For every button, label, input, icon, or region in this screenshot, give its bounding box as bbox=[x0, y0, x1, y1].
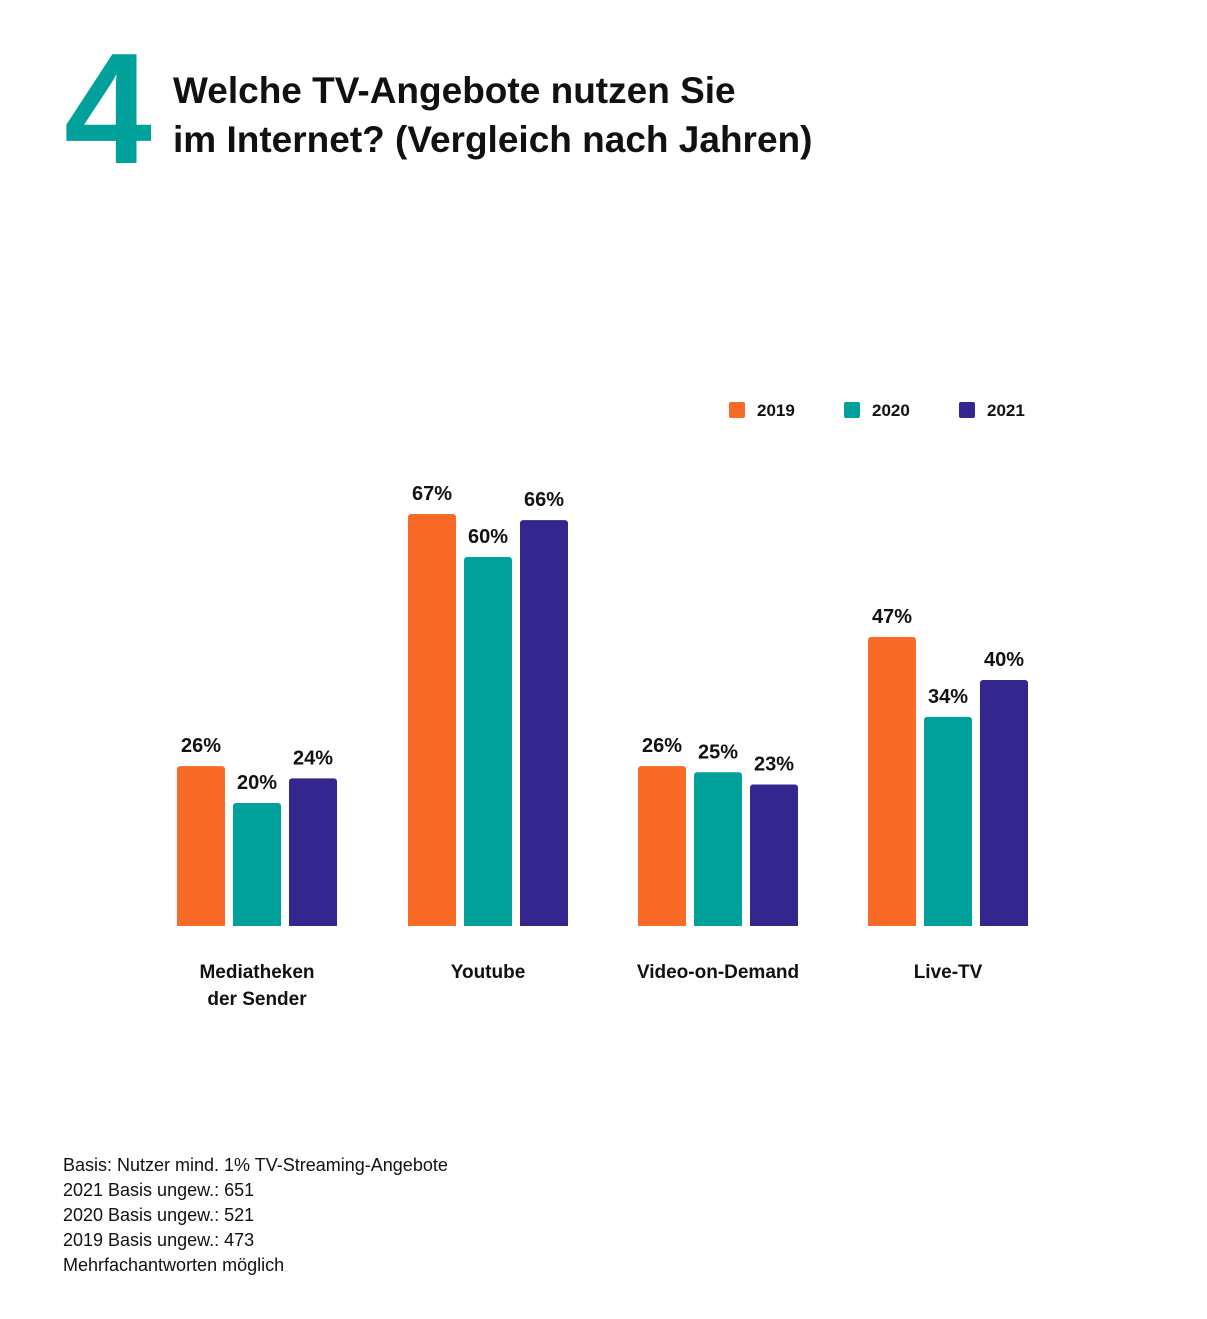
category-label-1: Youtube bbox=[451, 962, 526, 983]
chart-title: Welche TV-Angebote nutzen Sie im Interne… bbox=[173, 66, 812, 164]
data-label-2019-1: 67% bbox=[412, 483, 452, 505]
chart-legend: 2019 2020 2021 bbox=[729, 401, 1025, 420]
chart-title-line-1: Welche TV-Angebote nutzen Sie bbox=[173, 70, 736, 111]
baseline-mask bbox=[160, 926, 1060, 936]
data-label-2020-3: 34% bbox=[928, 686, 968, 708]
legend-swatch-2020 bbox=[844, 402, 860, 418]
chart-bars bbox=[160, 513, 1060, 936]
bar-2020-3 bbox=[924, 716, 972, 929]
legend-item-2020: 2020 bbox=[844, 401, 910, 420]
bar-2021-3 bbox=[980, 680, 1028, 929]
data-label-2021-3: 40% bbox=[984, 649, 1024, 671]
footnote-line: 2020 Basis ungew.: 521 bbox=[63, 1205, 255, 1225]
legend-label-2021: 2021 bbox=[987, 401, 1025, 420]
legend-item-2019: 2019 bbox=[729, 401, 795, 420]
legend-swatch-2021 bbox=[959, 402, 975, 418]
legend-label-2020: 2020 bbox=[872, 401, 910, 420]
bar-2020-0 bbox=[233, 803, 281, 929]
bar-2021-0 bbox=[289, 778, 337, 929]
chart-category-labels: Mediatheken der Sender Youtube Video-on-Dem… bbox=[199, 962, 982, 1010]
category-label-3: Live-TV bbox=[914, 962, 983, 983]
category-label-2: Video-on-Demand bbox=[637, 962, 799, 983]
chart-value-labels: 26% 67% 26% 47% 20% 60% 25% 34% 24% 66% 23% 40% bbox=[181, 483, 1024, 794]
bar-2019-2 bbox=[638, 766, 686, 929]
bar-2020-1 bbox=[464, 557, 512, 929]
data-label-2019-2: 26% bbox=[642, 735, 682, 757]
data-label-2021-2: 23% bbox=[754, 754, 794, 776]
data-label-2020-1: 60% bbox=[468, 526, 508, 548]
data-label-2020-0: 20% bbox=[237, 772, 277, 794]
data-label-2021-0: 24% bbox=[293, 747, 333, 769]
chart-number: 4 bbox=[64, 21, 152, 197]
bar-2019-3 bbox=[868, 636, 916, 929]
data-label-2021-1: 66% bbox=[524, 489, 564, 511]
chart-title-line-2: im Internet? (Vergleich nach Jahren) bbox=[173, 119, 813, 160]
footnote: Basis: Nutzer mind. 1% TV-Streaming-Ange… bbox=[63, 1153, 448, 1278]
bar-2019-1 bbox=[408, 513, 456, 929]
category-label-0: Mediatheken der Sender bbox=[199, 962, 314, 1010]
bar-2019-0 bbox=[177, 766, 225, 929]
bar-chart: 2019 2020 2021 26% 67% 26% 47% 20% 60% 25% 34% 24%… bbox=[160, 401, 1060, 1010]
data-label-2019-0: 26% bbox=[181, 735, 221, 757]
legend-label-2019: 2019 bbox=[757, 401, 795, 420]
footnote-line: Basis: Nutzer mind. 1% TV-Streaming-Ange… bbox=[63, 1155, 448, 1175]
data-label-2019-3: 47% bbox=[872, 606, 912, 628]
bar-2021-2 bbox=[750, 784, 798, 929]
footnote-line: 2021 Basis ungew.: 651 bbox=[63, 1180, 255, 1200]
footnote-line: Mehrfachantworten möglich bbox=[63, 1255, 285, 1275]
legend-item-2021: 2021 bbox=[959, 401, 1025, 420]
legend-swatch-2019 bbox=[729, 402, 745, 418]
footnote-line: 2019 Basis ungew.: 473 bbox=[63, 1230, 255, 1250]
bar-2020-2 bbox=[694, 772, 742, 929]
data-label-2020-2: 25% bbox=[698, 741, 738, 763]
bar-2021-1 bbox=[520, 520, 568, 929]
